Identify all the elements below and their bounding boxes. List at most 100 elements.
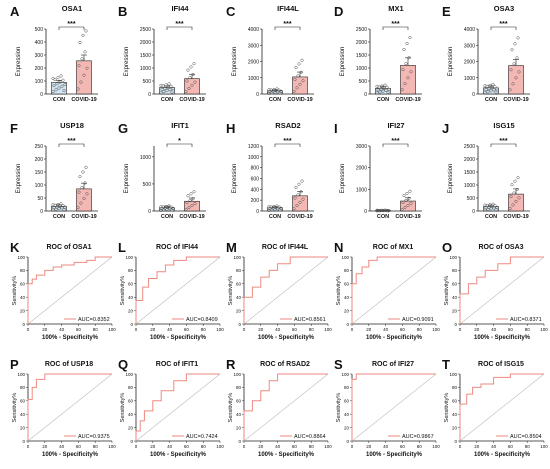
y-tick-label: 100 [125, 255, 133, 260]
bar-panel-ifi44: B IFI44 0 500 1000 1500 2000 2500 Expression CON C… [118, 4, 206, 103]
significance-bracket [166, 143, 193, 147]
significance-label: *** [175, 21, 183, 28]
data-point [51, 203, 55, 207]
data-point [79, 80, 83, 84]
x-tick-label: 20 [474, 444, 480, 449]
data-point [192, 190, 196, 194]
data-point [54, 88, 58, 92]
data-point [166, 85, 170, 89]
significance-label: *** [499, 138, 507, 145]
x-tick-label: 100 [324, 444, 332, 449]
panel-letter: C [226, 4, 236, 19]
y-axis-label: Expression [124, 47, 130, 77]
y-tick-label: 40 [20, 295, 26, 300]
data-point [512, 191, 516, 195]
panel-title: ROC of RSAD2 [260, 361, 310, 368]
y-tick-label: 20 [344, 308, 350, 313]
y-tick-label: 100 [17, 372, 25, 377]
significance-bracket [58, 26, 85, 30]
y-tick-label: 0 [346, 322, 349, 327]
y-tick-label: 0 [238, 439, 241, 444]
x-tick-label: 60 [184, 444, 190, 449]
panel-letter: R [226, 357, 236, 372]
data-point [167, 82, 171, 86]
data-point [299, 70, 303, 74]
panel-title: USP18 [60, 121, 84, 130]
data-point [296, 74, 300, 78]
data-point [387, 209, 391, 213]
y-tick-label: 40 [236, 412, 242, 417]
data-point [159, 205, 163, 209]
x-tick-label: 40 [383, 444, 389, 449]
y-tick-label: 3000 [248, 43, 259, 49]
data-point [187, 86, 191, 91]
x-tick-label: 0 [243, 444, 246, 449]
data-point [511, 203, 515, 207]
data-point [514, 76, 518, 80]
data-point [382, 86, 386, 90]
y-tick-label: 1500 [464, 170, 475, 176]
y-tick-label: 20 [20, 308, 26, 313]
y-axis-label: Expression [448, 47, 454, 77]
data-point [77, 190, 81, 194]
data-point [406, 203, 410, 207]
y-tick-label: 50 [37, 196, 43, 202]
data-point [84, 29, 88, 33]
panel-letter: E [442, 4, 451, 19]
panel-title: OSA3 [494, 4, 514, 13]
data-point [405, 41, 409, 46]
data-point [492, 88, 496, 92]
panel-title: RSAD2 [275, 121, 300, 130]
data-point [375, 84, 379, 88]
x-tick-label: 60 [292, 444, 298, 449]
data-point [159, 208, 163, 212]
data-point [513, 42, 517, 46]
roc-curve [27, 256, 112, 324]
significance-label: *** [391, 21, 399, 28]
data-point [510, 183, 514, 187]
data-point [493, 204, 497, 208]
x-tick-label: 0 [135, 327, 138, 332]
data-point [301, 79, 305, 83]
bar-covid-19 [400, 200, 416, 212]
data-point [81, 170, 85, 174]
data-point [56, 76, 60, 80]
panel-title: MX1 [388, 4, 403, 13]
data-point [162, 208, 166, 212]
data-point [193, 201, 197, 205]
data-point [293, 77, 297, 81]
x-tick-label: 60 [292, 327, 298, 332]
y-tick-label: 60 [20, 282, 26, 287]
y-tick-label: 80 [344, 268, 350, 273]
data-point [164, 83, 168, 87]
data-point [267, 205, 271, 209]
data-point [484, 88, 488, 92]
x-tick-label: COVID-19 [395, 214, 420, 220]
x-tick-label: 20 [42, 444, 48, 449]
data-point [401, 200, 405, 205]
legend-label: AUC=0.8352 [78, 317, 110, 323]
panel-letter: M [226, 240, 237, 255]
data-point [169, 84, 173, 88]
y-tick-label: 1000 [140, 155, 151, 161]
data-point [386, 90, 390, 94]
x-tick-label: 80 [525, 444, 531, 449]
data-point [387, 87, 391, 91]
data-point [494, 90, 498, 94]
data-point [267, 91, 271, 95]
x-tick-label: CON [161, 214, 173, 220]
y-tick-label: 60 [344, 399, 350, 404]
y-tick-label: 1500 [356, 53, 367, 59]
x-axis-label: 100% - Specificity% [366, 452, 423, 458]
diagonal-reference [243, 373, 329, 442]
roc-curve [135, 373, 220, 441]
data-point [403, 205, 407, 209]
data-point [63, 205, 67, 209]
y-axis-label: Sensitivity% [444, 276, 450, 306]
data-point [483, 91, 487, 95]
bar-panel-usp18: F USP18 0 50 100 150 200 250 Expression CON COVID-… [10, 121, 98, 220]
y-tick-label: 2500 [464, 144, 475, 150]
roc-curve [459, 256, 544, 324]
data-point [299, 190, 303, 194]
y-tick-label: 40 [452, 295, 458, 300]
